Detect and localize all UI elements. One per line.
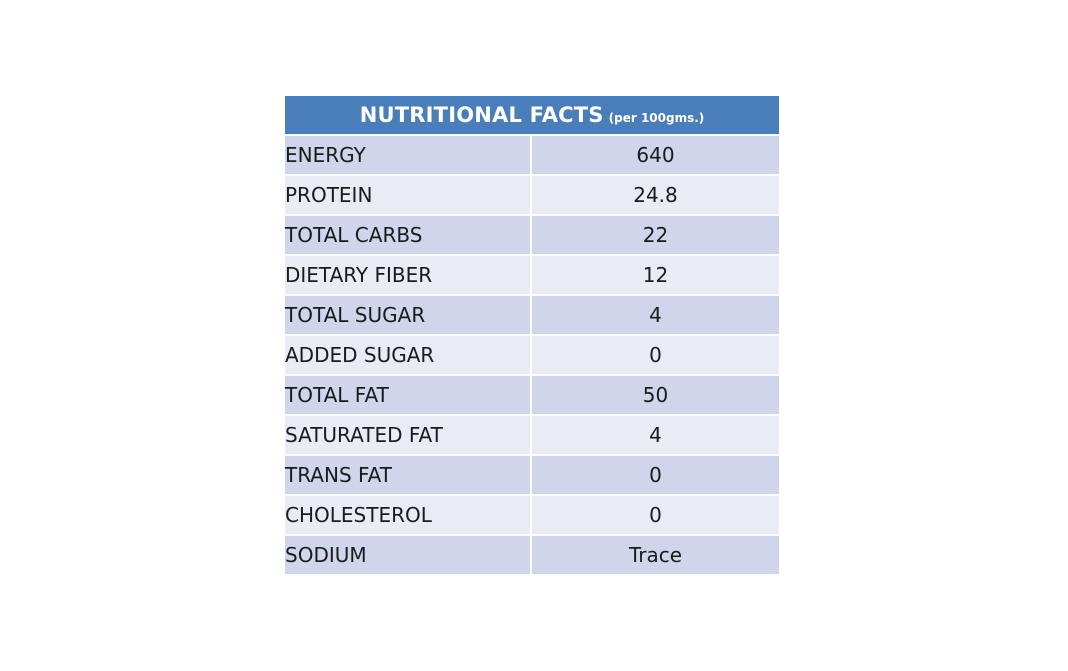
nutrient-value: 640 xyxy=(531,135,780,176)
nutrient-label: TOTAL CARBS xyxy=(285,215,532,256)
nutrient-label: TOTAL SUGAR xyxy=(285,295,532,336)
table-row: DIETARY FIBER 12 xyxy=(285,255,780,296)
table-header: NUTRITIONAL FACTS (per 100gms.) xyxy=(285,96,780,136)
table-title: NUTRITIONAL FACTS xyxy=(359,103,604,127)
nutrient-label: ADDED SUGAR xyxy=(285,335,532,376)
nutrient-label: TRANS FAT xyxy=(285,455,532,496)
table-row: TOTAL CARBS 22 xyxy=(285,215,780,256)
nutrient-label: CHOLESTEROL xyxy=(285,495,532,536)
nutrient-value: 0 xyxy=(531,455,780,496)
nutrient-label: PROTEIN xyxy=(285,175,532,216)
table-row: TRANS FAT 0 xyxy=(285,455,780,496)
nutrient-value: Trace xyxy=(531,535,780,574)
nutrition-facts-table: NUTRITIONAL FACTS (per 100gms.) ENERGY 64… xyxy=(285,96,780,574)
nutrient-value: 4 xyxy=(531,415,780,456)
table-subtitle: (per 100gms.) xyxy=(608,111,705,125)
table-row: PROTEIN 24.8 xyxy=(285,175,780,216)
table-row: ADDED SUGAR 0 xyxy=(285,335,780,376)
nutrient-value: 50 xyxy=(531,375,780,416)
nutrient-value: 0 xyxy=(531,495,780,536)
nutrient-value: 0 xyxy=(531,335,780,376)
nutrient-label: SATURATED FAT xyxy=(285,415,532,456)
table-row: TOTAL SUGAR 4 xyxy=(285,295,780,336)
table-row: SATURATED FAT 4 xyxy=(285,415,780,456)
nutrient-value: 24.8 xyxy=(531,175,780,216)
nutrient-label: TOTAL FAT xyxy=(285,375,532,416)
table-row: SODIUM Trace xyxy=(285,535,780,574)
nutrient-label: ENERGY xyxy=(285,135,532,176)
nutrient-label: DIETARY FIBER xyxy=(285,255,532,296)
table-row: ENERGY 640 xyxy=(285,135,780,176)
nutrient-value: 12 xyxy=(531,255,780,296)
table-header-row: NUTRITIONAL FACTS (per 100gms.) xyxy=(285,96,780,136)
table-row: TOTAL FAT 50 xyxy=(285,375,780,416)
nutrient-value: 4 xyxy=(531,295,780,336)
nutrient-label: SODIUM xyxy=(285,535,532,574)
nutrient-value: 22 xyxy=(531,215,780,256)
table-row: CHOLESTEROL 0 xyxy=(285,495,780,536)
